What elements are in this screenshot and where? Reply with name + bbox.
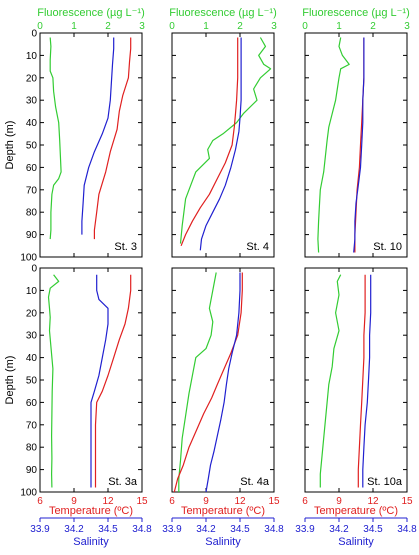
temperature-line bbox=[354, 37, 365, 253]
fluorescence-tick-label: 0 bbox=[169, 21, 175, 32]
temperature-tick-label: 9 bbox=[336, 496, 342, 507]
salinity-tick-label: 34.8 bbox=[132, 524, 152, 535]
fluorescence-line bbox=[317, 37, 350, 253]
salinity-tick-label: 34.2 bbox=[64, 524, 84, 535]
depth-tick-label: 10 bbox=[26, 51, 38, 62]
temperature-tick-label: 15 bbox=[401, 496, 413, 507]
temperature-tick-label: 6 bbox=[169, 496, 175, 507]
salinity-tick-label: 34.2 bbox=[329, 524, 349, 535]
depth-tick-label: 70 bbox=[26, 185, 38, 196]
salinity-line bbox=[81, 37, 115, 235]
depth-tick-label: 60 bbox=[26, 163, 38, 174]
station-label: St. 10a bbox=[367, 476, 403, 488]
station-label: St. 10 bbox=[373, 241, 402, 253]
fluorescence-line bbox=[49, 37, 62, 240]
depth-tick-label: 50 bbox=[26, 376, 38, 387]
temperature-tick-label: 9 bbox=[71, 496, 77, 507]
salinity-line bbox=[199, 37, 242, 251]
fluorescence-tick-label: 3 bbox=[404, 21, 410, 32]
salinity-line bbox=[90, 274, 109, 488]
fluorescence-tick-label: 3 bbox=[271, 21, 277, 32]
temperature-line bbox=[94, 274, 132, 488]
fluorescence-tick-label: 0 bbox=[37, 21, 43, 32]
fluorescence-tick-label: 2 bbox=[237, 21, 243, 32]
temperature-tick-label: 12 bbox=[234, 496, 246, 507]
temperature-tick-label: 15 bbox=[136, 496, 148, 507]
temperature-axis-title: Temperature (ºC) bbox=[314, 505, 398, 517]
salinity-tick-label: 33.9 bbox=[162, 524, 182, 535]
fluorescence-tick-label: 1 bbox=[203, 21, 209, 32]
depth-tick-label: 30 bbox=[26, 331, 38, 342]
temperature-line bbox=[180, 37, 239, 247]
salinity-axis-title: Salinity bbox=[338, 536, 374, 548]
temperature-line bbox=[93, 37, 132, 240]
depth-tick-label: 60 bbox=[26, 398, 38, 409]
depth-tick-label: 40 bbox=[26, 353, 38, 364]
depth-tick-label: 10 bbox=[26, 286, 38, 297]
depth-tick-label: 70 bbox=[26, 420, 38, 431]
depth-axis-title: Depth (m) bbox=[4, 121, 16, 170]
depth-tick-label: 0 bbox=[31, 264, 37, 275]
salinity-tick-label: 34.8 bbox=[264, 524, 284, 535]
fluorescence-line bbox=[179, 37, 272, 244]
salinity-line bbox=[362, 274, 372, 488]
fluorescence-axis-title: Fluorescence (µg L⁻¹) bbox=[302, 7, 410, 19]
station-label: St. 4a bbox=[240, 476, 270, 488]
temperature-line bbox=[357, 274, 366, 488]
temperature-tick-label: 6 bbox=[302, 496, 308, 507]
depth-tick-label: 20 bbox=[26, 73, 38, 84]
depth-axis-title: Depth (m) bbox=[4, 356, 16, 405]
temperature-tick-label: 12 bbox=[102, 496, 114, 507]
salinity-tick-label: 34.8 bbox=[397, 524, 417, 535]
fluorescence-tick-label: 3 bbox=[139, 21, 145, 32]
fluorescence-axis-title: Fluorescence (µg L⁻¹) bbox=[169, 7, 277, 19]
salinity-tick-label: 33.9 bbox=[295, 524, 315, 535]
depth-tick-label: 80 bbox=[26, 208, 38, 219]
depth-tick-label: 40 bbox=[26, 118, 38, 129]
depth-tick-label: 100 bbox=[20, 488, 37, 499]
depth-tick-label: 100 bbox=[20, 253, 37, 264]
temperature-tick-label: 9 bbox=[203, 496, 209, 507]
salinity-axis-title: Salinity bbox=[205, 536, 241, 548]
temperature-tick-label: 12 bbox=[367, 496, 379, 507]
fluorescence-tick-label: 2 bbox=[370, 21, 376, 32]
temperature-tick-label: 6 bbox=[37, 496, 43, 507]
fluorescence-line bbox=[47, 274, 60, 488]
temperature-axis-title: Temperature (ºC) bbox=[49, 505, 133, 517]
salinity-line bbox=[353, 37, 365, 253]
fluorescence-tick-label: 1 bbox=[336, 21, 342, 32]
fluorescence-line bbox=[178, 272, 217, 492]
temperature-axis-title: Temperature (ºC) bbox=[181, 505, 265, 517]
depth-tick-label: 0 bbox=[31, 29, 37, 40]
salinity-tick-label: 34.5 bbox=[98, 524, 118, 535]
fluorescence-line bbox=[319, 274, 342, 488]
depth-tick-label: 30 bbox=[26, 96, 38, 107]
depth-tick-label: 90 bbox=[26, 230, 38, 241]
depth-tick-label: 80 bbox=[26, 443, 38, 454]
salinity-tick-label: 34.2 bbox=[196, 524, 216, 535]
salinity-tick-label: 34.5 bbox=[230, 524, 250, 535]
panel-frame bbox=[304, 267, 408, 493]
fluorescence-tick-label: 1 bbox=[71, 21, 77, 32]
fluorescence-tick-label: 0 bbox=[302, 21, 308, 32]
depth-tick-label: 90 bbox=[26, 465, 38, 476]
fluorescence-tick-label: 2 bbox=[105, 21, 111, 32]
depth-tick-label: 20 bbox=[26, 308, 38, 319]
fluorescence-axis-title: Fluorescence (µg L⁻¹) bbox=[37, 7, 145, 19]
panel-frame bbox=[171, 32, 275, 258]
panel-frame bbox=[171, 267, 275, 493]
station-label: St. 4 bbox=[246, 241, 269, 253]
salinity-line bbox=[205, 272, 241, 493]
temperature-tick-label: 15 bbox=[268, 496, 280, 507]
salinity-tick-label: 34.5 bbox=[363, 524, 383, 535]
salinity-tick-label: 33.9 bbox=[30, 524, 50, 535]
depth-tick-label: 50 bbox=[26, 141, 38, 152]
panel-frame bbox=[39, 32, 143, 258]
temperature-line bbox=[173, 272, 243, 493]
salinity-axis-title: Salinity bbox=[73, 536, 109, 548]
station-label: St. 3 bbox=[114, 241, 137, 253]
station-label: St. 3a bbox=[108, 476, 138, 488]
